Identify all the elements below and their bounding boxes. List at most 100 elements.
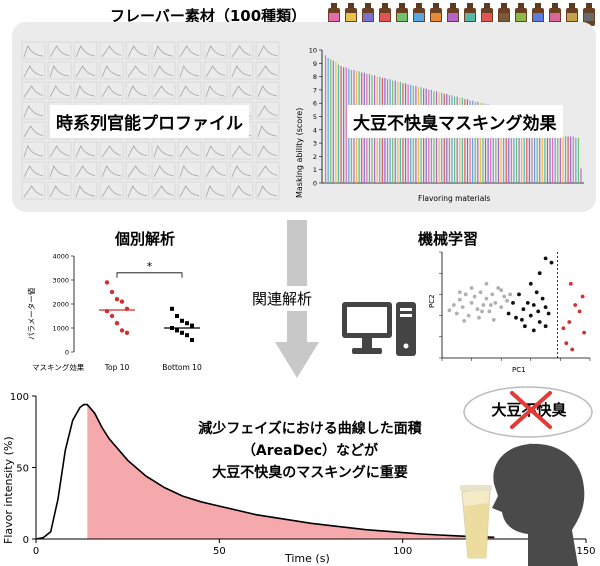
bar-y-tick-label: 3 xyxy=(313,140,317,148)
ml-point xyxy=(466,313,471,318)
ml-point xyxy=(517,292,521,297)
profile-cell xyxy=(255,141,280,160)
bottle-cap xyxy=(518,3,524,8)
indiv-point xyxy=(190,338,194,342)
time-x-tick-label: 0 xyxy=(33,546,39,557)
ml-point xyxy=(496,286,501,290)
bar xyxy=(528,121,530,183)
bar xyxy=(564,136,567,183)
profile-curve xyxy=(179,185,200,198)
ml-point xyxy=(543,305,548,309)
bar xyxy=(523,119,525,183)
ml-point xyxy=(488,303,493,307)
profile-cell xyxy=(203,81,228,100)
bottle-cap xyxy=(535,3,541,8)
ml-point xyxy=(447,308,452,313)
bar xyxy=(510,112,512,183)
bar xyxy=(567,136,569,183)
profile-curve xyxy=(49,165,70,178)
profile-curve xyxy=(23,45,44,58)
profile-cell xyxy=(73,141,98,160)
profile-cell xyxy=(229,161,254,180)
profile-curve xyxy=(153,185,174,198)
ml-point xyxy=(531,303,536,307)
profile-curve xyxy=(101,45,122,58)
bar xyxy=(479,103,481,183)
bar xyxy=(557,136,559,183)
ml-point xyxy=(537,320,542,324)
bottle-label xyxy=(567,13,577,21)
profile-cell xyxy=(255,41,280,60)
profile-cell xyxy=(125,81,150,100)
profile-curve xyxy=(101,185,122,198)
profile-curve xyxy=(257,145,278,158)
indiv-y-tick-label: 0 xyxy=(65,349,69,357)
bottle-icon xyxy=(498,3,510,26)
profile-curve xyxy=(75,185,96,198)
profile-cell xyxy=(229,41,254,60)
time-y-tick-label: 100 xyxy=(10,392,29,403)
profile-cell xyxy=(73,81,98,100)
profile-curve xyxy=(127,65,148,78)
profile-curve xyxy=(75,145,96,158)
profile-curve xyxy=(49,145,70,158)
time-x-tick-label: 100 xyxy=(393,546,412,557)
indiv-y-tick-label: 3000 xyxy=(52,277,69,285)
profile-cell xyxy=(255,161,280,180)
bar xyxy=(474,101,476,183)
profile-curve xyxy=(179,45,200,58)
bottle-label xyxy=(465,13,475,21)
ml-point xyxy=(484,281,489,286)
bar xyxy=(572,136,574,183)
profile-cell xyxy=(255,61,280,80)
indiv-y-tick-label: 1000 xyxy=(52,325,69,333)
profile-curve xyxy=(49,45,70,58)
profile-curve xyxy=(153,165,174,178)
profile-curve xyxy=(231,185,252,198)
bottle-label xyxy=(482,13,492,21)
ml-point xyxy=(537,271,542,276)
profile-cell xyxy=(47,81,72,100)
ml-title: 機械学習 xyxy=(418,230,479,248)
bottle-cap xyxy=(365,3,371,8)
profile-curve xyxy=(205,45,226,58)
indiv-point xyxy=(175,328,179,333)
bottle-cap xyxy=(569,3,575,8)
ml-point xyxy=(525,301,530,305)
bar xyxy=(443,93,445,183)
bar xyxy=(539,127,541,183)
profile-curve xyxy=(257,45,278,58)
bottle-icon xyxy=(481,3,493,26)
profile-cell xyxy=(99,61,124,80)
profile-cell xyxy=(47,61,72,80)
bottle-cap xyxy=(484,3,490,8)
profile-cell xyxy=(21,121,46,140)
indiv-category-label: Top 10 xyxy=(104,363,130,372)
profile-curve xyxy=(127,145,148,158)
bar-y-tick-label: 5 xyxy=(313,113,317,121)
ml-xlabel: PC1 xyxy=(512,366,526,374)
bar xyxy=(482,103,484,183)
profile-cell xyxy=(255,101,280,120)
ml-point xyxy=(546,311,551,316)
bar xyxy=(446,93,448,183)
indiv-point xyxy=(109,289,115,295)
bottle-label xyxy=(448,13,458,21)
bar xyxy=(492,105,494,183)
profile-curve xyxy=(23,125,44,138)
bottle-icon xyxy=(566,3,578,26)
profile-cell xyxy=(73,161,98,180)
bar xyxy=(570,136,572,183)
bar xyxy=(484,104,487,183)
indiv-point xyxy=(180,318,184,323)
profile-curve xyxy=(231,145,252,158)
bar xyxy=(544,129,546,183)
profile-cell xyxy=(125,161,150,180)
profile-cell xyxy=(177,61,202,80)
profile-cell xyxy=(203,141,228,160)
indiv-point xyxy=(114,297,120,302)
ml-point xyxy=(469,301,474,305)
indiv-point xyxy=(119,328,125,333)
profile-cell xyxy=(203,161,228,180)
bar xyxy=(513,113,515,183)
